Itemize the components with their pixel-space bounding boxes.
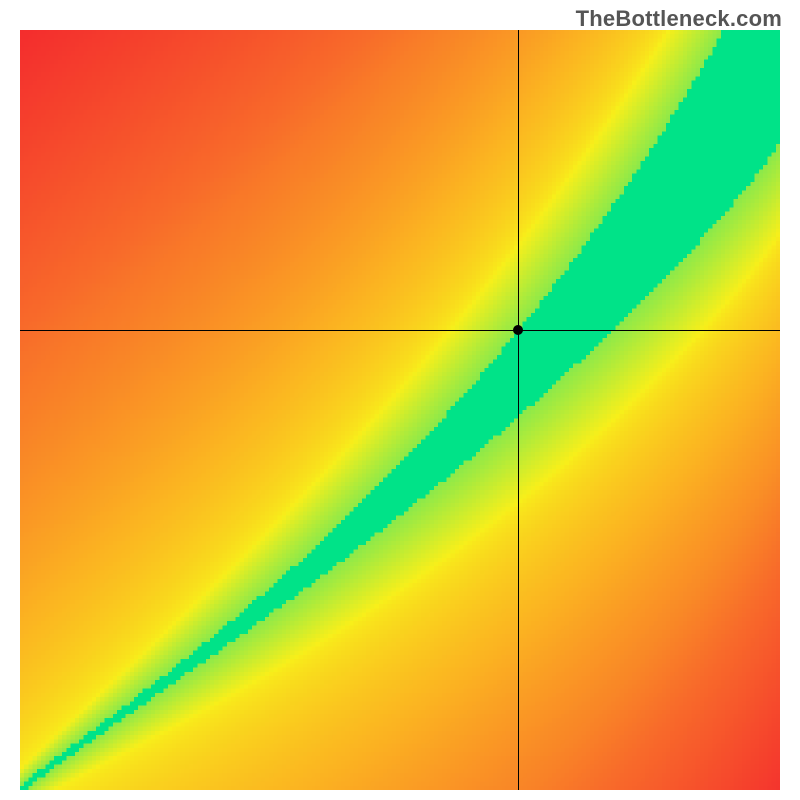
image-root: TheBottleneck.com xyxy=(0,0,800,800)
heatmap-chart xyxy=(20,30,780,790)
watermark-text: TheBottleneck.com xyxy=(576,6,782,32)
crosshair-vertical xyxy=(518,30,519,790)
crosshair-dot xyxy=(513,325,523,335)
crosshair-horizontal xyxy=(20,330,780,331)
heatmap-canvas xyxy=(20,30,780,790)
